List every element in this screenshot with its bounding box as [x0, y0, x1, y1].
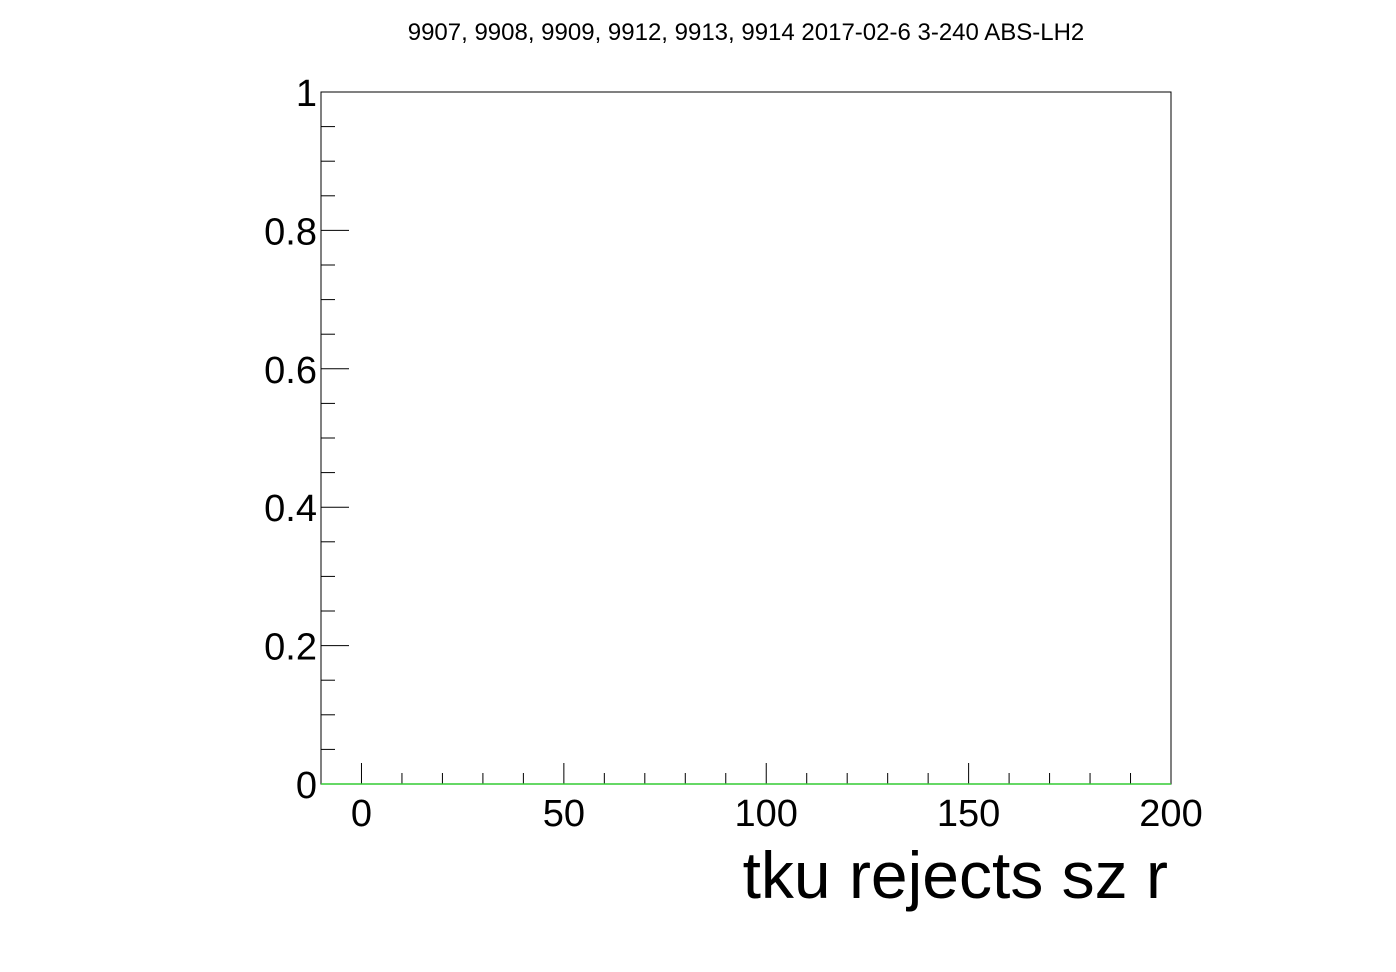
y-tick-label: 0.6 [264, 350, 317, 392]
x-tick-label: 200 [1139, 793, 1202, 835]
x-tick-label: 50 [543, 793, 585, 835]
x-tick-label: 0 [351, 793, 372, 835]
y-tick-label: 1 [296, 73, 317, 115]
x-tick-label: 100 [735, 793, 798, 835]
x-tick-labels: 0 50 100 150 200 [351, 793, 1203, 835]
y-tick-label: 0.8 [264, 211, 317, 253]
major-ticks [321, 91, 1172, 785]
y-tick-label: 0.4 [264, 488, 317, 530]
y-tick-labels: 0 0.2 0.4 0.6 0.8 1 [264, 73, 317, 807]
plot-frame [320, 91, 1172, 785]
y-tick-label: 0 [296, 765, 317, 807]
x-tick-label: 150 [937, 793, 1000, 835]
chart-title: 9907, 9908, 9909, 9912, 9913, 9914 2017-… [408, 19, 1085, 46]
minor-ticks [320, 126, 1132, 784]
x-axis-label: tku rejects sz r [743, 838, 1168, 912]
y-tick-label: 0.2 [264, 627, 317, 669]
